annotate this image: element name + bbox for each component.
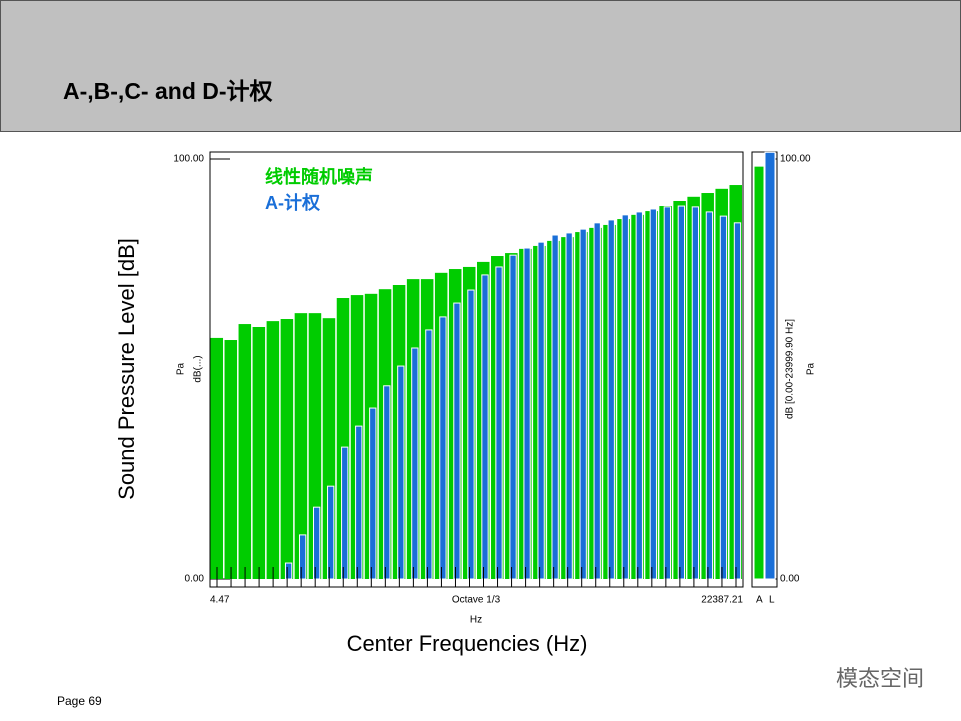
bar <box>411 347 419 580</box>
bar <box>425 329 433 580</box>
bar <box>537 241 545 580</box>
bar <box>439 316 447 580</box>
bar <box>719 215 728 580</box>
bar <box>565 232 573 580</box>
bar <box>481 274 489 580</box>
side-y-label: dB [0.00-23999.90 Hz] <box>785 319 796 419</box>
bar <box>705 211 714 580</box>
x-tick-label: L <box>769 595 775 606</box>
bar <box>764 151 776 580</box>
y-tick-label: 0.00 <box>185 574 205 585</box>
y-tick-label: 100.00 <box>173 154 204 165</box>
bar <box>607 219 615 580</box>
x-unit-label: Hz <box>470 615 482 626</box>
bar <box>294 313 308 579</box>
bar <box>238 324 252 579</box>
bar <box>210 337 224 579</box>
bar <box>341 446 349 580</box>
bar <box>579 228 587 580</box>
bar <box>298 534 307 580</box>
bar <box>691 206 700 580</box>
bar <box>593 222 601 580</box>
bar <box>266 321 280 579</box>
bar <box>677 205 686 580</box>
side-y-tick-label: 100.00 <box>780 154 811 165</box>
bar <box>733 222 742 580</box>
x-tick-label: 4.47 <box>210 595 230 606</box>
side-y-tick-label: 0.00 <box>780 574 800 585</box>
x-tick-label: A <box>756 595 763 606</box>
watermark: 模态空间 <box>836 666 924 691</box>
bar <box>453 302 461 580</box>
x-scale-label: Octave 1/3 <box>452 595 501 606</box>
bar <box>327 485 335 580</box>
bar <box>621 214 629 580</box>
page-number: Page 69 <box>57 694 102 708</box>
bar <box>551 234 559 580</box>
bar <box>355 425 363 580</box>
bar <box>313 506 321 580</box>
bar <box>383 385 391 580</box>
bar <box>467 289 475 580</box>
legend-label: A-计权 <box>265 192 321 213</box>
plot-area: 0.00 100.00 线性随机噪声 A-计权 4.47 22387.21 <box>173 154 743 606</box>
x-tick-label: 22387.21 <box>701 595 743 606</box>
bar <box>252 327 266 579</box>
bar <box>635 211 643 580</box>
bar <box>369 407 377 580</box>
side-y-unit: Pa <box>806 362 817 375</box>
x-axis-title: Center Frequencies (Hz) <box>347 631 588 656</box>
side-plot-area: 0.00 100.00 A L <box>753 151 811 606</box>
bar <box>753 165 765 580</box>
slide-title: A-,B-,C- and D-计权 <box>63 78 273 104</box>
bar <box>649 208 657 580</box>
y-unit-label: Pa <box>176 362 187 375</box>
y-axis-title: Sound Pressure Level [dB] <box>114 238 139 500</box>
bar <box>523 247 531 580</box>
legend-label: 线性随机噪声 <box>265 166 373 187</box>
header-band <box>0 0 961 132</box>
bar <box>663 206 671 580</box>
y-unit-label: dB(...) <box>193 355 204 382</box>
bar <box>397 365 405 580</box>
bar <box>495 266 503 580</box>
bar <box>509 254 517 580</box>
bar <box>284 562 293 580</box>
bar <box>280 319 294 579</box>
bar <box>224 340 238 579</box>
